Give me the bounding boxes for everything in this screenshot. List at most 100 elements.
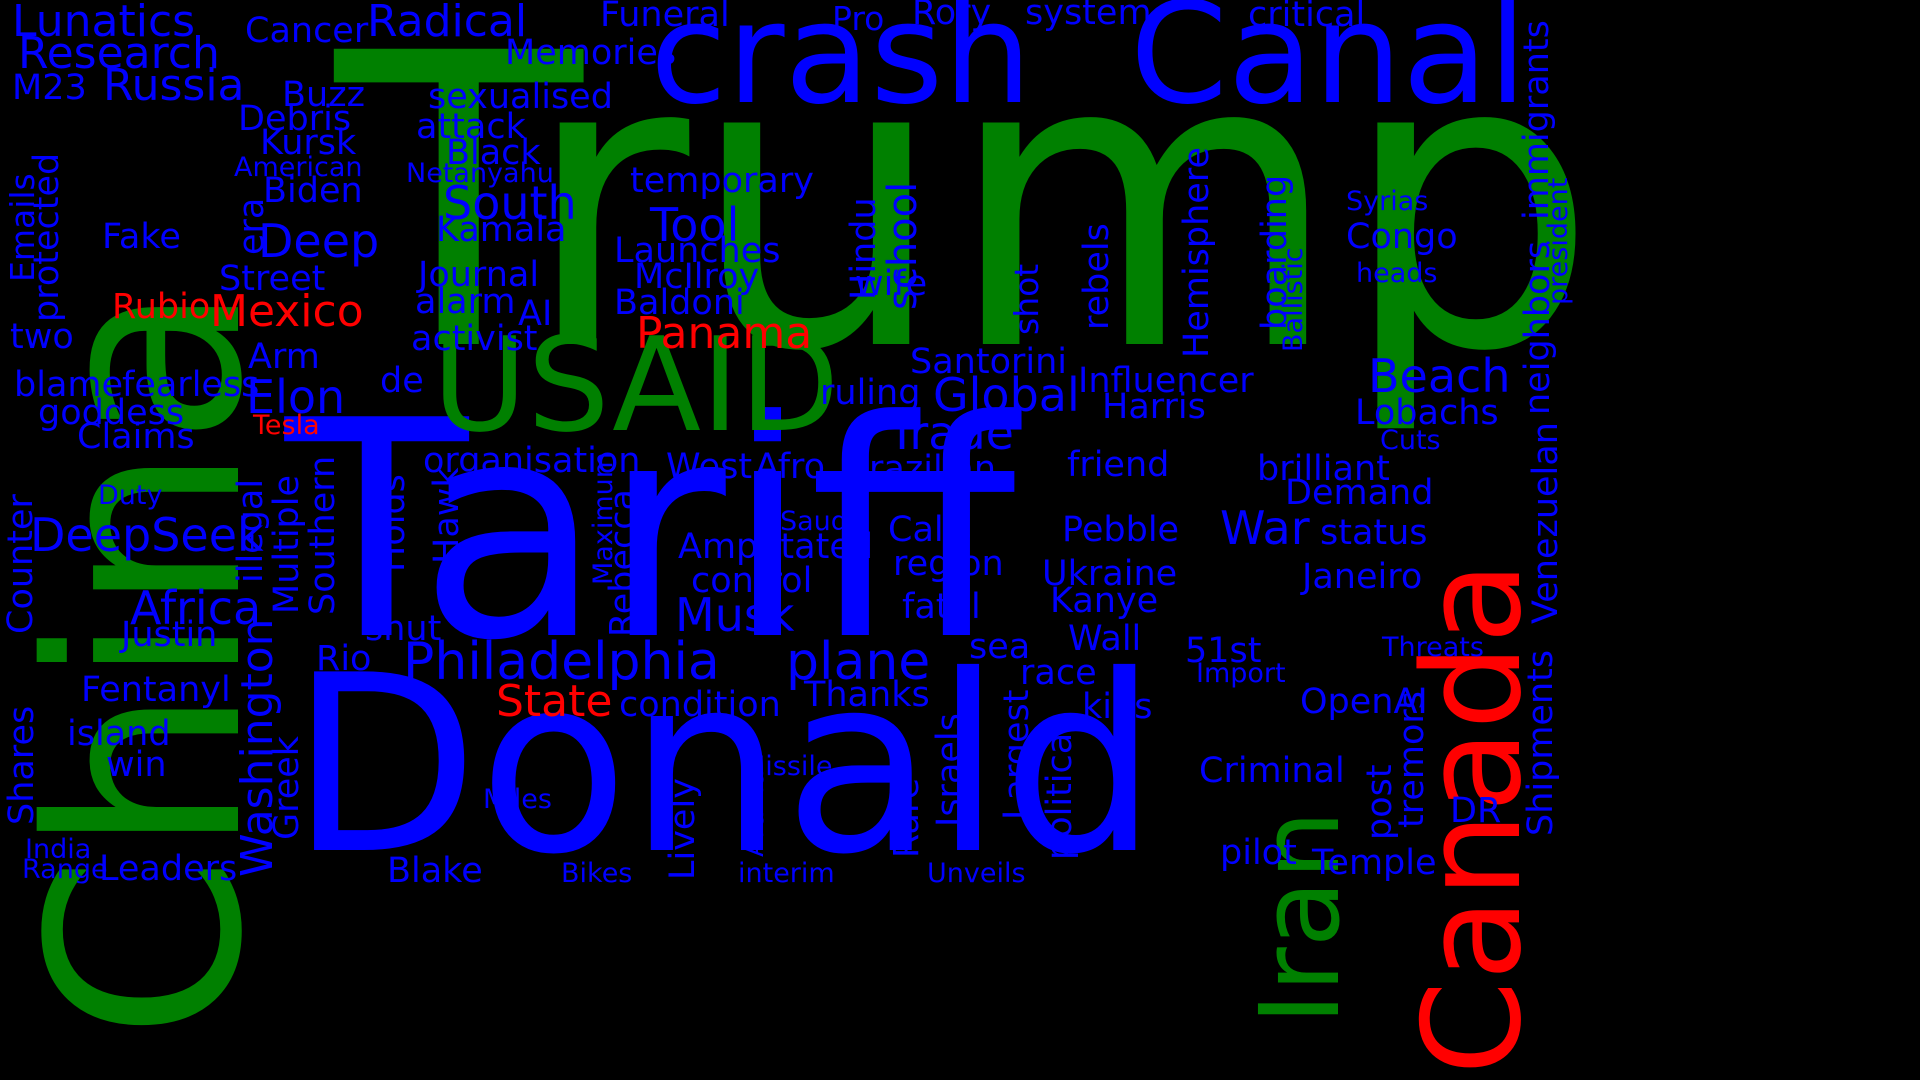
word-venezuelan: Venezuelan [1526, 422, 1566, 624]
word-wife: wife [855, 264, 928, 304]
word-pilot: pilot [1220, 833, 1297, 873]
word-dr: DR [1450, 791, 1502, 831]
word-demand: Demand [1285, 473, 1434, 513]
word-shot: shot [1007, 263, 1046, 335]
word-lunatics: Lunatics [12, 0, 196, 47]
word-kamala: Kamala [436, 210, 567, 250]
word-launches: Launches [614, 231, 781, 271]
word-state: State [496, 676, 613, 727]
word-win: win [106, 745, 167, 785]
word-unveils: Unveils [927, 858, 1026, 889]
word-plane: plane [786, 632, 931, 692]
word-memories: Memories [505, 33, 677, 73]
word-trump: Trump [335, 0, 1598, 440]
word-cuts: Cuts [1380, 425, 1441, 456]
word-buzz: Buzz [282, 75, 365, 115]
word-rebecca: Rebecca [603, 489, 643, 637]
word-fentanyl: Fentanyl [81, 670, 231, 710]
word-arabia: Arabia [739, 769, 770, 857]
word-organisation: organisation [423, 441, 641, 481]
word-global: Global [933, 368, 1080, 422]
word-claims: Claims [77, 417, 195, 457]
word-shut: shut [365, 609, 442, 649]
word-brilliant: brilliant [1257, 449, 1390, 489]
word-friend: friend [1067, 445, 1170, 485]
word-post: post [1360, 764, 1400, 840]
word-usaid: USAID [432, 309, 840, 461]
word-pro: Pro [832, 0, 885, 38]
word-rio: Rio [316, 639, 372, 679]
word-janeiro: Janeiro [1302, 557, 1423, 597]
word-cancer: Cancer [245, 11, 369, 51]
word-lively: Lively [663, 778, 703, 880]
word-justin: Justin [121, 615, 218, 655]
word-hawk: Hawk [427, 467, 467, 564]
word-rubio: Rubio [112, 287, 211, 327]
word-critical: critical [1248, 0, 1366, 35]
word-kanye: Kanye [1050, 581, 1159, 621]
word-afro: Afro [755, 447, 826, 487]
word-netanyahu: Netanyahu [406, 158, 554, 189]
word-temple: Temple [1312, 843, 1437, 883]
word-shipments: Shipments [1521, 649, 1561, 836]
word-bikes: Bikes [561, 858, 633, 889]
word-funeral: Funeral [600, 0, 730, 35]
word-attack: attack [416, 107, 526, 147]
word-leaders: Leaders [99, 849, 238, 889]
word-shares: Shares [2, 705, 42, 825]
word-panama: Panama [636, 308, 813, 359]
word-political: political [1040, 723, 1080, 860]
word-baldoni: Baldoni [614, 283, 745, 323]
word-openai: OpenAI [1300, 682, 1428, 722]
word-influencer: Influencer [1078, 361, 1254, 401]
word-santorini: Santorini [910, 342, 1068, 382]
word-trade: Trade [888, 406, 1014, 460]
word-thanks: Thanks [804, 675, 930, 715]
word-deepseek: DeepSeek [30, 508, 264, 562]
word-tremors: tremors [1392, 690, 1432, 828]
word-elon: Elon [246, 370, 346, 424]
word-debris: Debris [238, 99, 352, 139]
word-brazilian: Brazilian [845, 449, 997, 489]
word-amputated: Amputated [678, 527, 874, 567]
word-rare: Rare [887, 777, 927, 858]
word-research: Research [18, 28, 220, 79]
word-canal: Canal [1130, 0, 1527, 136]
word-tariff: Tariff [285, 357, 1016, 706]
word-radical: Radical [367, 0, 528, 47]
word-kids: kids [1082, 687, 1153, 727]
word-president: president [1543, 177, 1574, 305]
word-russia: Russia [103, 60, 245, 111]
word-threats: Threats [1382, 632, 1484, 663]
word-mexico: Mexico [210, 286, 364, 337]
word-american: American [234, 152, 363, 183]
word-island: island [67, 714, 171, 754]
word-tool: Tool [650, 198, 740, 252]
word-donald: Donald [290, 623, 1158, 908]
word-51st: 51st [1185, 631, 1262, 671]
word-hemisphere: Hemisphere [1177, 147, 1217, 358]
word-blake: Blake [387, 851, 483, 891]
word-condition: condition [619, 685, 781, 725]
word-war: War [1220, 501, 1310, 555]
word-tesla: Tesla [253, 410, 320, 441]
word-alarm: alarm [415, 282, 516, 322]
word-biden: Biden [263, 171, 363, 211]
word-s: S [504, 804, 522, 835]
word-duty: Duty [98, 480, 163, 511]
word-largest: Largest [997, 689, 1037, 820]
word-journal: Journal [418, 255, 540, 295]
word-africa: Africa [130, 581, 262, 635]
word-west: West [666, 447, 753, 487]
word-sexualised: sexualised [428, 77, 613, 117]
word-saudi: Saudi [780, 506, 856, 537]
word-sea: sea [969, 627, 1031, 667]
word-two: two [10, 317, 74, 357]
word-activist: activist [411, 319, 538, 359]
word-crash: crash [650, 0, 1032, 136]
word-musk: Musk [675, 588, 795, 642]
word-fake: Fake [102, 217, 181, 257]
word-rory: Rory [912, 0, 992, 33]
word-syrias: Syrias [1346, 186, 1429, 217]
